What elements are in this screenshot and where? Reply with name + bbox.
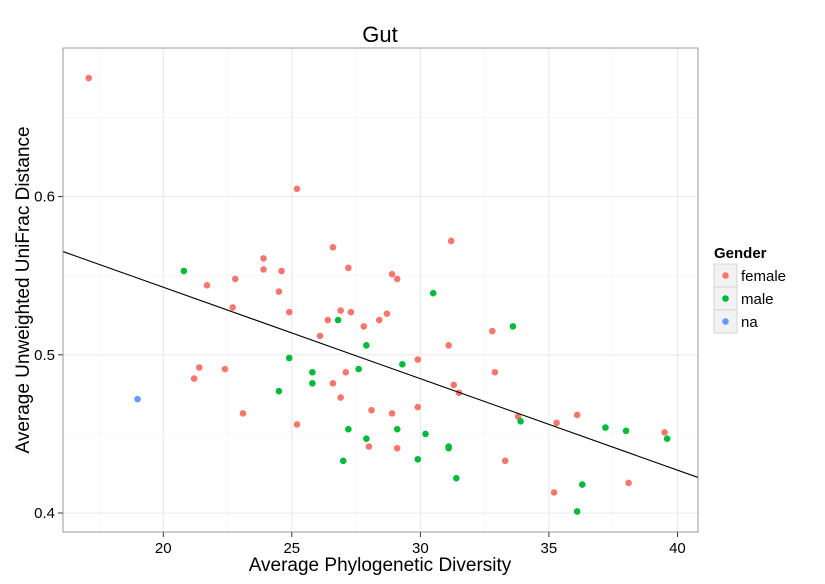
legend-marker-male <box>722 295 729 302</box>
y-tick-label: 0.4 <box>34 505 55 522</box>
point-female <box>501 457 509 465</box>
point-female <box>368 406 375 414</box>
point-female <box>329 243 337 251</box>
x-tick-label: 25 <box>283 540 300 557</box>
legend: Gender female male na <box>713 245 786 334</box>
point-na <box>134 395 141 403</box>
point-female <box>573 411 581 419</box>
point-male <box>445 444 452 452</box>
plot-panel: 20 25 30 35 40 0.4 0.5 0.6 <box>34 47 699 557</box>
legend-label-female: female <box>741 268 786 285</box>
point-female <box>375 316 383 324</box>
point-female <box>383 310 391 318</box>
point-female <box>329 380 337 387</box>
point-female <box>203 281 211 289</box>
point-female <box>285 308 293 316</box>
point-female <box>229 304 236 311</box>
point-female <box>347 308 355 316</box>
point-female <box>393 444 401 452</box>
point-female <box>316 332 324 340</box>
point-female <box>450 381 458 389</box>
point-male <box>363 342 370 349</box>
point-female <box>293 421 301 428</box>
point-male <box>339 457 347 465</box>
x-axis-title: Average Phylogenetic Diversity <box>249 555 512 576</box>
point-male <box>573 508 581 515</box>
point-female <box>278 267 285 275</box>
point-female <box>388 270 396 278</box>
point-male <box>180 267 188 275</box>
point-female <box>661 429 668 436</box>
point-female <box>625 479 632 487</box>
point-female <box>414 403 422 411</box>
point-female <box>489 327 496 335</box>
point-male <box>429 289 437 297</box>
point-female <box>550 489 558 496</box>
point-female <box>337 394 344 401</box>
y-axis-title: Average Unweighted UniFrac Distance <box>13 126 34 453</box>
point-female <box>345 264 352 272</box>
point-male <box>399 361 406 368</box>
point-male <box>334 316 342 324</box>
point-male <box>509 323 517 330</box>
point-female <box>275 288 283 295</box>
x-tick-label: 35 <box>541 540 558 557</box>
point-female <box>393 275 401 283</box>
point-male <box>579 481 586 488</box>
point-female <box>221 365 229 373</box>
point-female <box>337 307 344 314</box>
point-male <box>345 425 352 433</box>
point-female <box>342 368 350 376</box>
chart-title: Gut <box>362 22 397 47</box>
plot-background <box>63 48 698 532</box>
point-female <box>447 237 455 245</box>
point-female <box>260 266 267 273</box>
point-female <box>445 342 452 349</box>
point-female <box>324 316 332 324</box>
plot-border <box>62 47 699 533</box>
point-female <box>231 275 239 283</box>
point-male <box>422 430 429 438</box>
point-female <box>239 410 247 417</box>
point-male <box>309 368 316 376</box>
point-male <box>602 424 609 431</box>
point-female <box>388 410 396 417</box>
point-male <box>285 354 293 362</box>
point-male <box>414 455 422 463</box>
legend-label-male: male <box>741 291 774 308</box>
x-tick-label: 20 <box>155 540 172 557</box>
point-female <box>260 255 267 262</box>
point-male <box>453 474 460 482</box>
legend-label-na: na <box>741 314 758 331</box>
point-male <box>275 387 283 395</box>
point-female <box>293 185 301 193</box>
point-female <box>85 74 93 82</box>
point-male <box>355 365 362 373</box>
point-female <box>360 323 368 330</box>
point-male <box>393 425 401 433</box>
point-male <box>663 435 671 442</box>
legend-title: Gender <box>714 245 767 262</box>
point-female <box>414 356 422 363</box>
point-male <box>309 380 316 387</box>
legend-marker-na <box>722 318 729 325</box>
y-tick-label: 0.5 <box>34 347 55 364</box>
point-male <box>622 427 630 435</box>
trend-line <box>62 251 699 478</box>
point-female <box>553 419 560 427</box>
point-female <box>365 443 373 450</box>
y-tick-label: 0.6 <box>34 189 55 206</box>
x-tick-label: 40 <box>669 540 686 557</box>
point-female <box>491 368 499 376</box>
x-tick-label: 30 <box>412 540 429 557</box>
legend-marker-female <box>722 272 729 279</box>
point-female <box>195 364 203 371</box>
point-female <box>190 375 198 382</box>
point-male <box>517 417 524 425</box>
point-male <box>363 435 370 442</box>
